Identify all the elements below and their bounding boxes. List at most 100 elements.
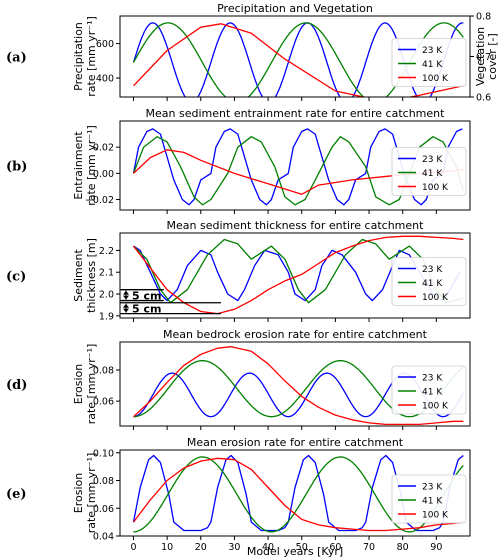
annotation-arrowhead xyxy=(123,295,129,300)
y2-tick-label: 0.8 xyxy=(476,12,491,23)
legend-label: 23 K xyxy=(422,483,443,493)
y-axis-label-line: Erosion xyxy=(72,364,85,404)
annotation-label: 5 cm xyxy=(132,303,161,316)
legend-label: 23 K xyxy=(422,155,443,165)
y-tick-label: 0.04 xyxy=(93,532,114,543)
y-axis-label-line: rate [mm yr⁻¹] xyxy=(85,125,98,206)
plot-frame xyxy=(119,341,471,427)
x-tick-label: 70 xyxy=(363,542,375,553)
y2-axis-label-line: Vegetation xyxy=(474,27,487,86)
panel-e: Mean erosion rate for entire catchment (e… xyxy=(6,436,471,553)
series-line-100k xyxy=(132,457,464,532)
legend-label: 100 K xyxy=(422,293,449,303)
panel-letter: (a) xyxy=(6,51,27,66)
x-tick-label: 30 xyxy=(228,542,240,553)
annotation-arrowhead xyxy=(123,308,129,313)
y-axis-label-line: thickness [m] xyxy=(85,238,98,313)
y-axis-label-line: rate [mm yr⁻¹] xyxy=(85,453,98,534)
y-tick-label: 2.2 xyxy=(99,246,114,257)
series-line-100k xyxy=(133,346,464,426)
y-tick-label: 0.08 xyxy=(93,476,114,487)
y-axis-label-line: Precipitation xyxy=(72,22,85,91)
series-line-41k xyxy=(133,238,464,304)
legend-label: 41 K xyxy=(422,388,443,398)
legend-label: 100 K xyxy=(422,183,449,193)
y-tick-label: 0.00 xyxy=(93,169,114,180)
x-tick-label: 40 xyxy=(262,542,274,553)
legend-box xyxy=(391,365,467,415)
series-line-23k xyxy=(132,128,463,206)
legend: 23 K 41 K 100 K xyxy=(391,365,467,415)
legend-label: 100 K xyxy=(422,511,449,521)
legend-box xyxy=(391,474,467,524)
series-line-41k xyxy=(133,360,464,418)
chart-title: Mean sediment entrainment rate for entir… xyxy=(146,107,446,120)
x-axis-label: Model years [Kyr] xyxy=(247,545,343,558)
y-axis-label-line: Sediment xyxy=(72,249,85,302)
panel-letter: (e) xyxy=(6,487,27,502)
legend-label: 23 K xyxy=(422,265,443,275)
series-line-41k xyxy=(133,456,464,533)
y2-tick-label: 0.7 xyxy=(476,52,491,63)
series-line-100k xyxy=(133,23,464,97)
y-tick-label: −0.02 xyxy=(85,195,114,206)
panel-letter: (d) xyxy=(6,378,27,393)
y-axis-label-line: rate [mm yr⁻¹] xyxy=(85,344,98,425)
panel-c: Mean sediment thickness for entire catch… xyxy=(6,219,471,322)
y-tick-label: 0.06 xyxy=(93,504,114,515)
chart-title: Precipitation and Vegetation xyxy=(217,2,373,15)
legend: 23 K 41 K 100 K xyxy=(391,257,467,306)
y-tick-label: 0.06 xyxy=(93,397,114,408)
y2-axis-label: Vegetationcover [-] xyxy=(474,27,499,86)
annotation-arrowhead xyxy=(123,303,129,308)
panel-letter: (c) xyxy=(6,270,26,285)
y-tick-label: 400 xyxy=(96,74,114,85)
annotation-label: 5 cm xyxy=(132,290,161,303)
legend-box xyxy=(391,257,467,306)
y-axis-label-line: Erosion xyxy=(72,473,85,513)
plot-frame xyxy=(119,232,471,319)
legend-box xyxy=(391,147,467,196)
x-tick-label: 50 xyxy=(296,542,308,553)
legend-label: 23 K xyxy=(422,374,443,384)
y-axis-label: Precipitationrate [mm yr⁻¹] xyxy=(72,16,98,97)
y-axis-label: Erosionrate [mm yr⁻¹] xyxy=(72,453,98,534)
legend-label: 100 K xyxy=(422,402,449,412)
legend-label: 41 K xyxy=(422,279,443,289)
panel-d: Mean bedrock erosion rate for entire cat… xyxy=(6,328,471,430)
legend: 23 K 41 K 100 K xyxy=(391,147,467,196)
panel-a: Precipitation and Vegetation (a) Precipita… xyxy=(6,2,499,104)
y-tick-label: 0.02 xyxy=(93,143,114,154)
plot-frame xyxy=(119,449,471,537)
plot-area xyxy=(132,235,464,315)
chart-title: Mean bedrock erosion rate for entire cat… xyxy=(163,328,428,341)
chart-title: Mean erosion rate for entire catchment xyxy=(187,436,404,449)
x-tick-label: 80 xyxy=(397,542,409,553)
legend-label: 41 K xyxy=(422,169,443,179)
legend-label: 41 K xyxy=(422,60,443,70)
y-axis-label-line: rate [mm yr⁻¹] xyxy=(85,16,98,97)
legend-box xyxy=(391,38,467,87)
y-tick-label: 600 xyxy=(96,39,114,50)
x-tick-label: 90 xyxy=(430,542,442,553)
series-line-23k xyxy=(133,245,461,302)
annotation-arrowhead xyxy=(123,290,129,295)
legend-label: 41 K xyxy=(422,497,443,507)
legend-label: 23 K xyxy=(422,46,443,56)
y-axis-label-line: Entrainment xyxy=(72,131,85,200)
x-tick-label: 20 xyxy=(195,542,207,553)
y-axis-label: Entrainmentrate [mm yr⁻¹] xyxy=(72,125,98,206)
series-line-100k xyxy=(132,235,464,315)
legend-label: 100 K xyxy=(422,74,449,84)
y-axis-label: Sedimentthickness [m] xyxy=(72,238,98,313)
y-tick-label: 2.1 xyxy=(99,268,114,279)
y2-axis-label-line: cover [-] xyxy=(486,33,499,80)
y-tick-label: 1.9 xyxy=(99,311,114,322)
legend: 23 K 41 K 100 K xyxy=(391,474,467,524)
legend: 23 K 41 K 100 K xyxy=(391,38,467,87)
panel-letter: (b) xyxy=(6,160,27,175)
panel-b: Mean sediment entrainment rate for entir… xyxy=(6,107,471,214)
x-tick-label: 60 xyxy=(329,542,341,553)
y2-tick-label: 0.6 xyxy=(476,93,491,104)
